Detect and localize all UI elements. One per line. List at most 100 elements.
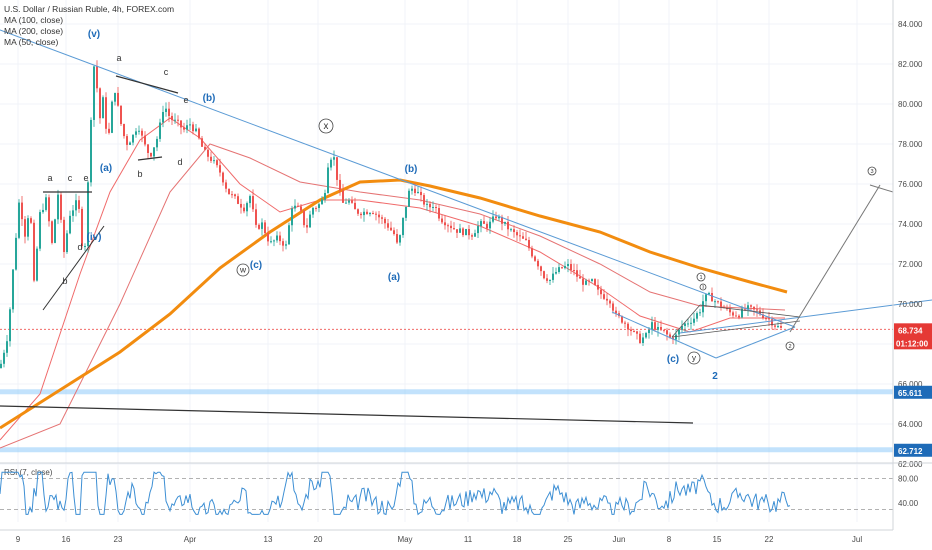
candle [465, 228, 467, 236]
candle-body [573, 270, 575, 272]
candle [117, 87, 119, 107]
x-tick-label: 9 [16, 535, 21, 544]
candle [534, 255, 536, 262]
candle-body [534, 256, 536, 261]
candle-body [135, 131, 137, 135]
candle [516, 230, 518, 241]
candle-body [426, 203, 428, 205]
candle-body [282, 241, 284, 246]
candle [459, 223, 461, 233]
candle [375, 211, 377, 221]
candle-body [294, 205, 296, 209]
candle [633, 329, 635, 333]
candle-body [264, 222, 266, 234]
wave-label-blue: (a) [100, 163, 112, 174]
candle-body [414, 188, 416, 194]
candle-body [237, 196, 239, 204]
candle-body [279, 235, 281, 242]
candle-body [111, 101, 113, 133]
circled-wave-label: w [236, 263, 250, 277]
wave-labels: (v)(b)(a)(iv)(c)(b)(a)(c)2a c ebdacebdxwy1… [47, 29, 877, 382]
candle-body [762, 314, 764, 319]
candle [195, 123, 197, 133]
candle-body [624, 322, 626, 324]
candle-body [435, 206, 437, 209]
candle [315, 206, 317, 212]
candle-body [507, 221, 509, 230]
candle [480, 218, 482, 233]
candle [702, 294, 704, 318]
candle-body [297, 205, 299, 207]
triangle-top-2 [115, 75, 179, 94]
candle-body [228, 188, 230, 195]
candle-body [366, 211, 368, 215]
candle-body [666, 330, 668, 335]
candle-body [765, 318, 767, 320]
candle-body [750, 305, 752, 307]
candle-body [147, 144, 149, 153]
candle [765, 316, 767, 321]
candle [108, 122, 110, 135]
candle-body [510, 229, 512, 231]
candle [675, 329, 677, 345]
candle [228, 188, 230, 195]
candle-body [81, 208, 83, 246]
candle-body [564, 266, 566, 269]
candle [525, 231, 527, 241]
x-tick-label: 11 [464, 535, 473, 544]
candle-body [192, 124, 194, 132]
candle [312, 206, 314, 218]
x-tick-label: Jun [613, 535, 626, 544]
candle-body [153, 147, 155, 157]
candle [156, 136, 158, 152]
candle-body [204, 146, 206, 150]
candle [684, 322, 686, 332]
symbol-title[interactable]: U.S. Dollar / Russian Ruble, 4h, FOREX.c… [4, 4, 175, 14]
candle-body [51, 221, 53, 243]
candle-body [495, 216, 497, 219]
candle [369, 211, 371, 217]
candle-body [549, 279, 551, 281]
candle [666, 327, 668, 341]
candle [252, 189, 254, 212]
candle [372, 210, 374, 215]
rsi-line [0, 471, 791, 516]
candle [546, 274, 548, 284]
candle [255, 203, 257, 228]
candle-body [420, 191, 422, 196]
candle-body [681, 325, 683, 330]
candle-body [18, 202, 20, 238]
candle [378, 210, 380, 224]
candle [201, 136, 203, 147]
candle-body [222, 172, 224, 183]
candle [135, 128, 137, 138]
circle-marker [867, 166, 877, 176]
ma200-legend[interactable]: MA (200, close) [4, 26, 64, 36]
candle-body [30, 218, 32, 223]
candle [360, 211, 362, 219]
wave-label-blue: (c) [250, 260, 262, 271]
candle [9, 307, 11, 347]
ma50-legend[interactable]: MA (50, close) [4, 37, 59, 47]
candle [90, 117, 92, 187]
candle [645, 331, 647, 339]
candle-body [219, 165, 221, 173]
candle-body [558, 267, 560, 272]
rsi-panel: RSI (7, close) [0, 468, 893, 516]
rsi-tick-label: 80.00 [898, 474, 919, 483]
candle [732, 310, 734, 319]
candle-body [333, 157, 335, 160]
y-tick-label: 74.000 [898, 220, 923, 229]
candle-body [771, 319, 773, 326]
ma100-legend[interactable]: MA (100, close) [4, 15, 64, 25]
candle [186, 119, 188, 134]
candle-body [345, 202, 347, 204]
candle-body [657, 326, 659, 330]
y-tick-label: 64.000 [898, 420, 923, 429]
candle-body [33, 222, 35, 281]
candle-body [384, 218, 386, 224]
circle-marker [236, 263, 250, 277]
price-tag: 68.734 01:12:00 [894, 323, 932, 350]
candle-body [177, 119, 179, 121]
